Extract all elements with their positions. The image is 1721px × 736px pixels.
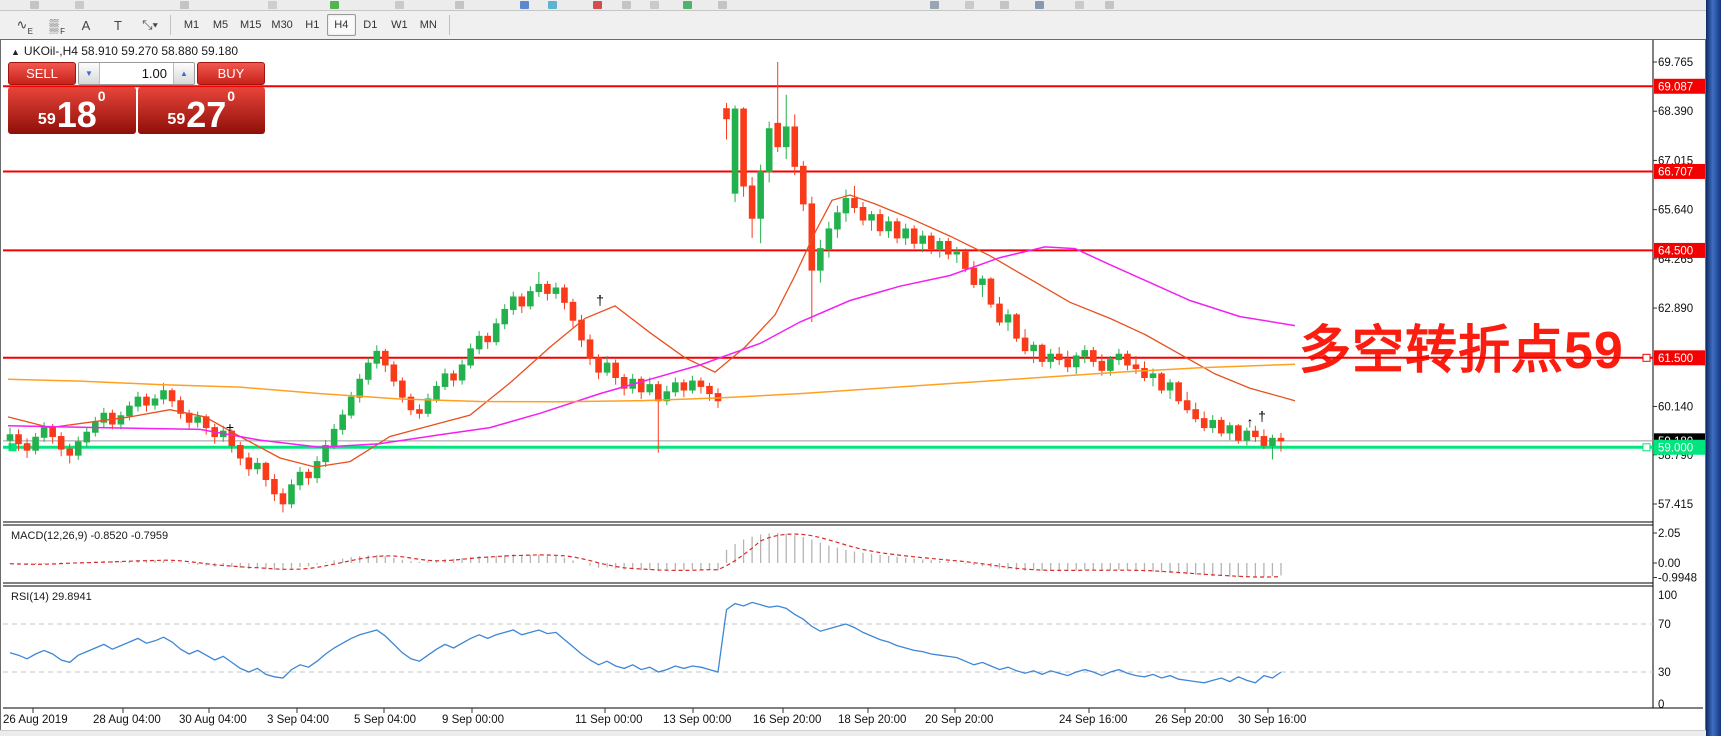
buy-price-point: 0 (227, 88, 236, 104)
chart-toolbar: ∿ E ▒ F A T ⤡▾ M1 M5 M15 M30 H1 H4 D1 W1 MN (0, 11, 1721, 40)
toolbar-fragment-icon[interactable] (1105, 1, 1114, 9)
timeframe-button-h4[interactable]: H4 (326, 14, 356, 36)
indicators-icon-sub: E (27, 27, 33, 36)
collapse-triangle-icon[interactable]: ▲ (11, 47, 20, 57)
macd-indicator-label: MACD(12,26,9) -0.8520 -0.7959 (11, 530, 169, 542)
one-click-trading-panel: SELL ▼ 1.00 ▲ BUY 59 18 0 59 27 0 (8, 62, 265, 134)
toolbar-fragment-icon[interactable] (455, 1, 464, 9)
toolbar-stub-strip (0, 0, 1721, 11)
buy-price-display[interactable]: 59 27 0 (137, 87, 265, 136)
timeframe-button-m30[interactable]: M30 (266, 14, 297, 36)
chart-window[interactable]: ▲ UKOil-,H4 58.910 59.270 58.880 59.180 M… (0, 39, 1706, 731)
toolbar-fragment-icon[interactable] (622, 1, 631, 9)
timeframe-button-m1[interactable]: M1 (177, 14, 206, 36)
timeframe-button-h1[interactable]: H1 (298, 14, 327, 36)
shapes-dropdown-icon[interactable]: ⤡▾ (142, 17, 158, 32)
toolbar-fragment-icon[interactable] (718, 1, 727, 9)
chart-symbol-title: ▲ UKOil-,H4 58.910 59.270 58.880 59.180 (11, 44, 239, 58)
timeframe-button-m15[interactable]: M15 (235, 14, 266, 36)
window-edge-strip (1706, 0, 1721, 736)
buy-button[interactable]: BUY (197, 62, 265, 85)
status-strip (0, 730, 1706, 736)
text-box-icon[interactable]: T (114, 17, 122, 33)
volume-increase-button[interactable]: ▲ (173, 63, 194, 84)
toolbar-fragment-icon[interactable] (965, 1, 974, 9)
toolbar-fragment-icon[interactable] (548, 1, 557, 9)
timeframe-group: M1 M5 M15 M30 H1 H4 D1 W1 MN (177, 14, 443, 36)
rsi-indicator-label: RSI(14) 29.8941 (11, 591, 92, 603)
chart-text-annotation[interactable]: 多空转折点59 (1299, 322, 1624, 380)
grid-icon[interactable]: ▒ F (49, 17, 65, 37)
indicators-icon[interactable]: ∿ E (16, 17, 33, 36)
toolbar-fragment-icon[interactable] (650, 1, 659, 9)
timeframe-button-mn[interactable]: MN (414, 14, 443, 36)
timeframe-button-w1[interactable]: W1 (385, 14, 414, 36)
toolbar-fragment-icon[interactable] (1035, 1, 1044, 9)
volume-decrease-button[interactable]: ▼ (79, 63, 100, 84)
toolbar-fragment-icon[interactable] (395, 1, 404, 9)
volume-input[interactable]: 1.00 (141, 66, 167, 81)
toolbar-fragment-icon[interactable] (593, 1, 602, 9)
toolbar-fragment-icon[interactable] (930, 1, 939, 9)
drawing-tools-group: ∿ E ▒ F A T ⤡▾ (0, 13, 164, 37)
timeframe-button-m5[interactable]: M5 (206, 14, 235, 36)
toolbar-separator (170, 15, 171, 35)
toolbar-fragment-icon[interactable] (30, 1, 39, 9)
sell-price-point: 0 (97, 88, 106, 104)
buy-price-pips: 27 (186, 94, 227, 136)
toolbar-fragment-icon[interactable] (330, 1, 339, 9)
timeframe-button-d1[interactable]: D1 (356, 14, 385, 36)
toolbar-fragment-icon[interactable] (1000, 1, 1009, 9)
grid-icon-sub: F (60, 27, 65, 36)
toolbar-fragment-icon[interactable] (75, 1, 84, 9)
sell-price-major: 59 (37, 111, 56, 128)
toolbar-fragment-icon[interactable] (268, 1, 277, 9)
toolbar-fragment-icon[interactable] (180, 1, 189, 9)
sell-price-pips: 18 (56, 94, 97, 136)
volume-stepper: ▼ 1.00 ▲ (78, 62, 195, 85)
text-label-icon[interactable]: A (81, 17, 91, 33)
buy-price-major: 59 (167, 111, 186, 128)
toolbar-fragment-icon[interactable] (520, 1, 529, 9)
toolbar-fragment-icon[interactable] (683, 1, 692, 9)
toolbar-separator (448, 15, 450, 35)
toolbar-fragment-icon[interactable] (1075, 1, 1084, 9)
sell-button[interactable]: SELL (8, 62, 76, 85)
sell-price-display[interactable]: 59 18 0 (8, 87, 136, 134)
